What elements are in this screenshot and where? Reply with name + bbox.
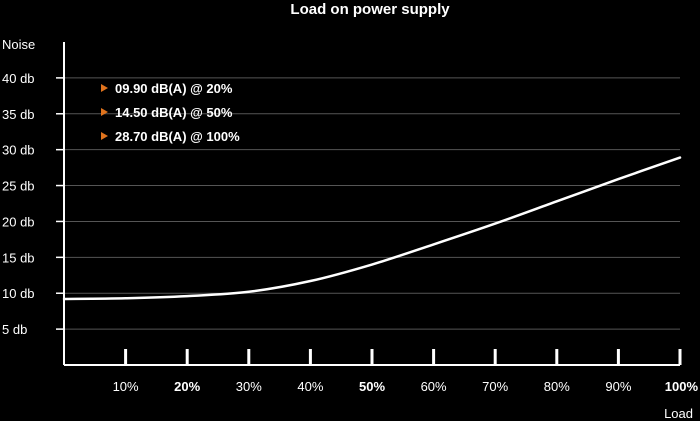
grid (64, 77, 680, 330)
legend-item-2: 28.70 dB(A) @ 100% (115, 129, 240, 144)
y-tick-label-10: 10 db (2, 286, 35, 301)
x-tick-label-2: 20% (174, 379, 200, 394)
y-tick-label-35: 35 db (2, 107, 35, 122)
x-axis-ticks: 10% 20% 30% 40% 50% 60% 70% 80% 90% 100% (113, 349, 699, 394)
legend-item-1: 14.50 dB(A) @ 50% (115, 105, 233, 120)
series-group (62, 156, 682, 301)
y-tick-label-15: 15 db (2, 250, 35, 265)
legend-marker-icon-0 (101, 84, 108, 92)
axes (63, 42, 680, 366)
x-tick-label-10: 100% (665, 379, 699, 394)
y-tick-label-30: 30 db (2, 143, 35, 158)
y-tick-label-5: 5 db (2, 322, 27, 337)
noise-curve-0 (62, 156, 682, 301)
x-tick-label-6: 60% (421, 379, 447, 394)
y-tick-label-40: 40 db (2, 71, 35, 86)
x-tick-label-7: 70% (482, 379, 508, 394)
x-tick-label-4: 40% (297, 379, 323, 394)
y-axis-label: Noise (2, 37, 35, 52)
legend-marker-icon-1 (101, 108, 108, 116)
x-tick-label-9: 90% (605, 379, 631, 394)
y-tick-label-20: 20 db (2, 214, 35, 229)
legend: 09.90 dB(A) @ 20% 14.50 dB(A) @ 50% 28.70 … (101, 81, 240, 144)
x-tick-label-5: 50% (359, 379, 385, 394)
y-axis-ticks: 5 db 10 db 15 db 20 db 25 db 30 db 35 db 40 db (2, 71, 64, 337)
legend-item-0: 09.90 dB(A) @ 20% (115, 81, 233, 96)
chart-title: Load on power supply (290, 1, 450, 18)
legend-marker-icon-2 (101, 132, 108, 140)
x-tick-label-1: 10% (113, 379, 139, 394)
x-axis-label: Load (664, 406, 693, 421)
x-tick-label-3: 30% (236, 379, 262, 394)
x-tick-label-8: 80% (544, 379, 570, 394)
y-tick-label-25: 25 db (2, 179, 35, 194)
